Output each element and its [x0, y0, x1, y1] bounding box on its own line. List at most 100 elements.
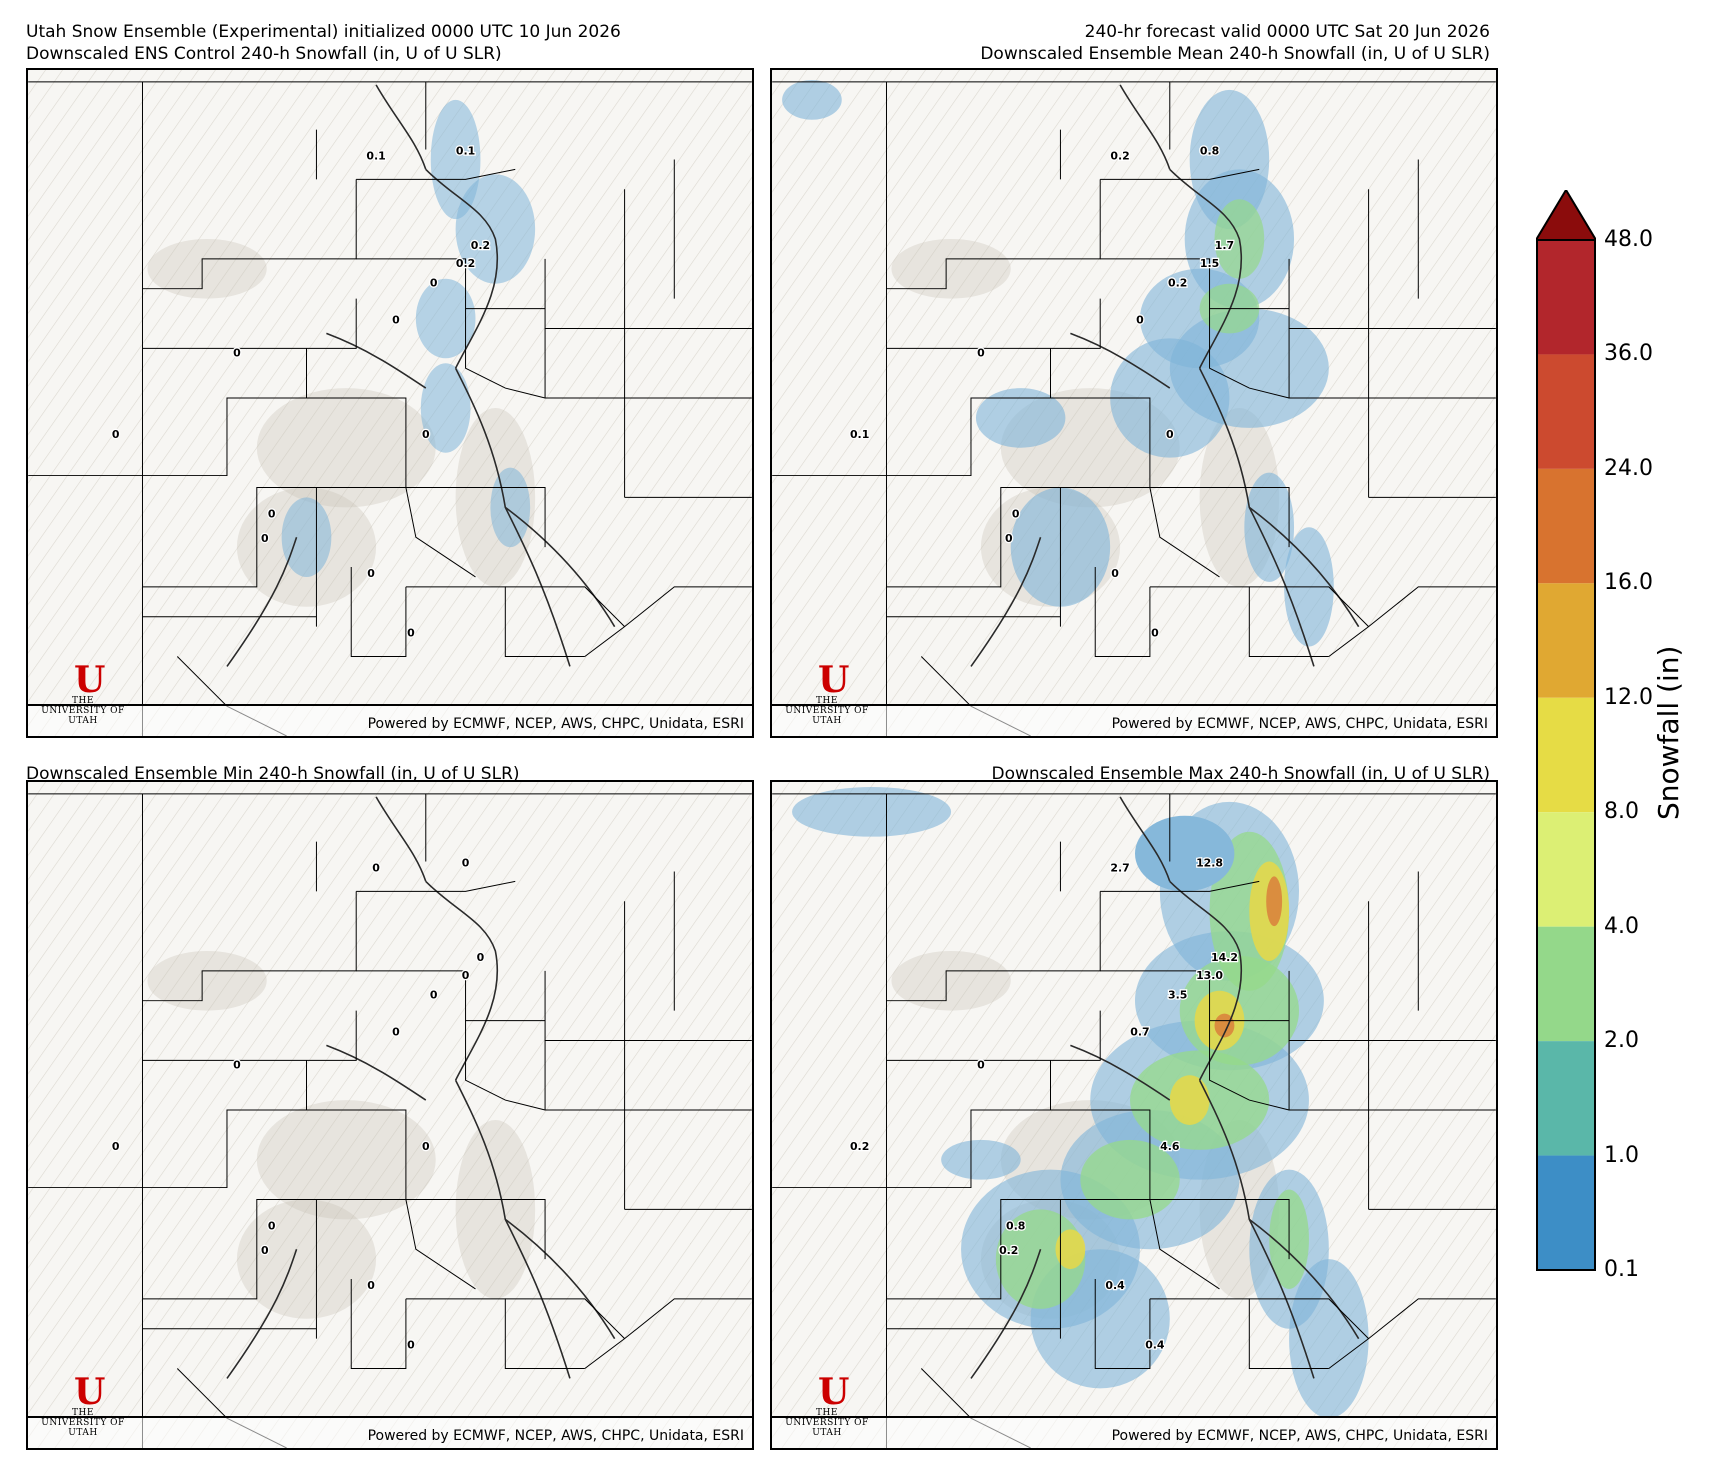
snowfall-value-label: 0.2: [999, 1244, 1018, 1257]
credit-bar: [772, 1416, 1496, 1448]
river-line: [1169, 880, 1243, 1081]
boundary-line: [142, 179, 357, 290]
map-canvas: 0.1 0.1 0.2 0.2 0 0 0 0 0 0 0 0 0: [28, 70, 752, 736]
snowfall-value-label: 0: [1166, 428, 1174, 441]
map-canvas: 2.7 12.8 14.2 13.0 3.5 0.7 0 0.2 4.6 0.8 0.2 0.4 0.4: [772, 782, 1496, 1448]
boundary-line: [405, 1298, 585, 1369]
colorbar-segment: [1536, 812, 1596, 927]
credit-bar: [28, 704, 752, 736]
credit-text: Powered by ECMWF, NCEP, AWS, CHPC, Unida…: [1111, 1428, 1488, 1444]
snowfall-area: [455, 174, 536, 284]
map-canvas: 0.2 0.8 1.7 1.5 0.2 0 0 0.1 0 0 0 0 0: [772, 70, 1496, 736]
river-line: [375, 796, 427, 882]
boundary-line: [356, 258, 546, 310]
colorbar-segment: [1536, 697, 1596, 813]
snowfall-value-label: 0: [372, 861, 380, 874]
boundary-line: [1209, 1020, 1290, 1111]
panel1-title: Downscaled ENS Control 240-h Snowfall (i…: [26, 44, 502, 64]
boundary-line: [584, 1298, 752, 1369]
snowfall-value-label: 0: [233, 346, 241, 359]
colorbar-tick-label: 8.0: [1604, 799, 1639, 825]
snowfall-area: [1055, 1229, 1086, 1270]
snowfall-value-label: 0: [112, 428, 120, 441]
map-panel-control: 0.1 0.1 0.2 0.2 0 0 0 0 0 0 0 0 0 Powered by ECMWF, N…: [26, 68, 754, 738]
logo-u-mark: U: [818, 1371, 850, 1413]
colorbar-extend-arrow: [1536, 190, 1596, 241]
map-panel-max: 2.7 12.8 14.2 13.0 3.5 0.7 0 0.2 4.6 0.8 0.2 0.4 0.4…: [770, 780, 1498, 1450]
logo-text: THE UNIVERSITY OF UTAH: [41, 1408, 125, 1438]
boundary-line: [142, 1010, 357, 1061]
boundary-line: [142, 1060, 307, 1189]
snowfall-value-label: 0: [462, 856, 470, 869]
snowfall-area: [782, 79, 842, 120]
terrain-relief: [147, 950, 267, 1011]
snowfall-value-label: 1.5: [1200, 257, 1219, 270]
panel3-title: Downscaled Ensemble Min 240-h Snowfall (…: [26, 764, 520, 784]
snowfall-value-label: 0: [261, 532, 269, 545]
colorbar-segment: [1536, 583, 1596, 698]
university-logo: U THE UNIVERSITY OF UTAH: [782, 662, 872, 726]
boundary-line: [1149, 1198, 1290, 1260]
snowfall-value-label: 3.5: [1168, 989, 1187, 1002]
colorbar-tick-label: 4.0: [1604, 913, 1639, 939]
boundary-line: [405, 1198, 546, 1260]
terrain-relief: [256, 388, 436, 508]
snowfall-value-label: 0: [1012, 507, 1020, 520]
boundary-line: [142, 298, 357, 349]
boundary-line: [886, 1198, 1061, 1300]
boundary-line: [356, 970, 546, 1022]
map-panel-mean: 0.2 0.8 1.7 1.5 0.2 0 0 0.1 0 0 0 0 0 Powered by ECMW…: [770, 68, 1498, 738]
colorbar: [1536, 190, 1596, 1271]
snowfall-value-label: 0: [261, 1244, 269, 1257]
colorbar-tick-label: 12.0: [1604, 684, 1653, 710]
credit-text: Powered by ECMWF, NCEP, AWS, CHPC, Unida…: [1111, 716, 1488, 732]
snowfall-area: [1244, 472, 1295, 582]
boundary-line: [1249, 586, 1369, 628]
boundary-line: [886, 891, 1101, 1002]
boundary-line: [1100, 168, 1260, 180]
boundary-line: [544, 1040, 625, 1111]
snowfall-value-label: 0.2: [456, 257, 475, 270]
boundary-line: [356, 168, 516, 180]
terrain-background: [28, 70, 752, 736]
river-line: [226, 536, 298, 667]
snowfall-value-label: 0: [462, 969, 470, 982]
snowfall-value-label: 0: [1111, 567, 1119, 580]
boundary-line: [886, 1060, 1051, 1189]
boundary-line: [1249, 1298, 1369, 1340]
colorbar-tick-label: 16.0: [1604, 570, 1653, 596]
river-line: [326, 1044, 427, 1101]
boundary-line: [405, 1199, 476, 1290]
colorbar-segment: [1536, 354, 1596, 469]
snowfall-area: [490, 467, 531, 548]
boundary-line: [1100, 258, 1290, 310]
river-line: [1248, 1218, 1360, 1340]
snowfall-value-label: 12.8: [1196, 856, 1223, 869]
river-line: [326, 332, 427, 389]
map-panel-min: 0 0 0 0 0 0 0 0 0 0 0 0 0 Powered by ECMWF, NCEP, AWS…: [26, 780, 754, 1450]
terrain-background: [28, 782, 752, 1448]
panel4-title: Downscaled Ensemble Max 240-h Snowfall (…: [991, 764, 1491, 784]
snowfall-value-label: 14.2: [1211, 951, 1238, 964]
terrain-relief: [147, 238, 267, 299]
colorbar-segment: [1536, 240, 1596, 355]
boundary-line: [1094, 1279, 1151, 1369]
logo-u-mark: U: [74, 1371, 106, 1413]
boundary-line: [142, 1198, 317, 1300]
boundary-line: [1100, 970, 1290, 1022]
snowfall-value-label: 0: [112, 1140, 120, 1153]
boundary-line: [405, 486, 546, 548]
university-logo: U THE UNIVERSITY OF UTAH: [38, 662, 128, 726]
boundary-line: [1209, 308, 1290, 399]
logo-u-mark: U: [74, 659, 106, 701]
snowfall-value-label: 0: [1136, 313, 1144, 326]
river-line: [425, 880, 499, 1081]
snowfall-value-label: 0: [430, 277, 438, 290]
colorbar-label: Snowfall (in): [1652, 645, 1685, 820]
river-line: [970, 536, 1042, 667]
credit-text: Powered by ECMWF, NCEP, AWS, CHPC, Unida…: [367, 1428, 744, 1444]
snowfall-area: [975, 388, 1066, 448]
boundary-line: [886, 179, 1101, 290]
credit-bar: [772, 704, 1496, 736]
